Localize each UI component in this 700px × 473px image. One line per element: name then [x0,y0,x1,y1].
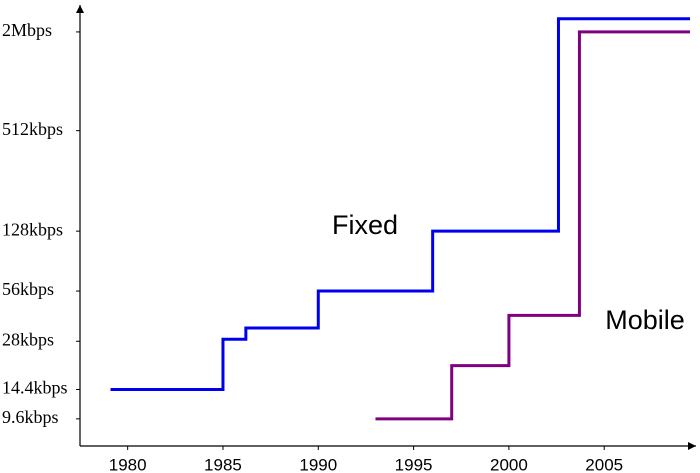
x-tick-label: 1990 [299,455,337,473]
x-tick-label: 1995 [395,455,433,473]
y-tick-label: 9.6kbps [2,407,59,427]
x-tick-label: 2005 [585,455,623,473]
y-tick-label: 512kbps [2,119,63,139]
y-tick-label: 128kbps [2,219,63,239]
y-axis-arrow [76,5,84,13]
x-axis-arrow [688,442,696,450]
series-label: Fixed [332,210,398,240]
series-label: Mobile [605,305,685,335]
y-tick-label: 28kbps [2,329,54,349]
x-tick-label: 2000 [490,455,528,473]
x-tick-label: 1985 [204,455,242,473]
step-line [110,17,690,391]
y-tick-label: 56kbps [2,279,54,299]
step-line [375,30,690,421]
y-tick-label: 14.4kbps [2,378,68,398]
y-tick-label: 2Mbps [2,20,52,40]
x-tick-label: 1980 [109,455,147,473]
